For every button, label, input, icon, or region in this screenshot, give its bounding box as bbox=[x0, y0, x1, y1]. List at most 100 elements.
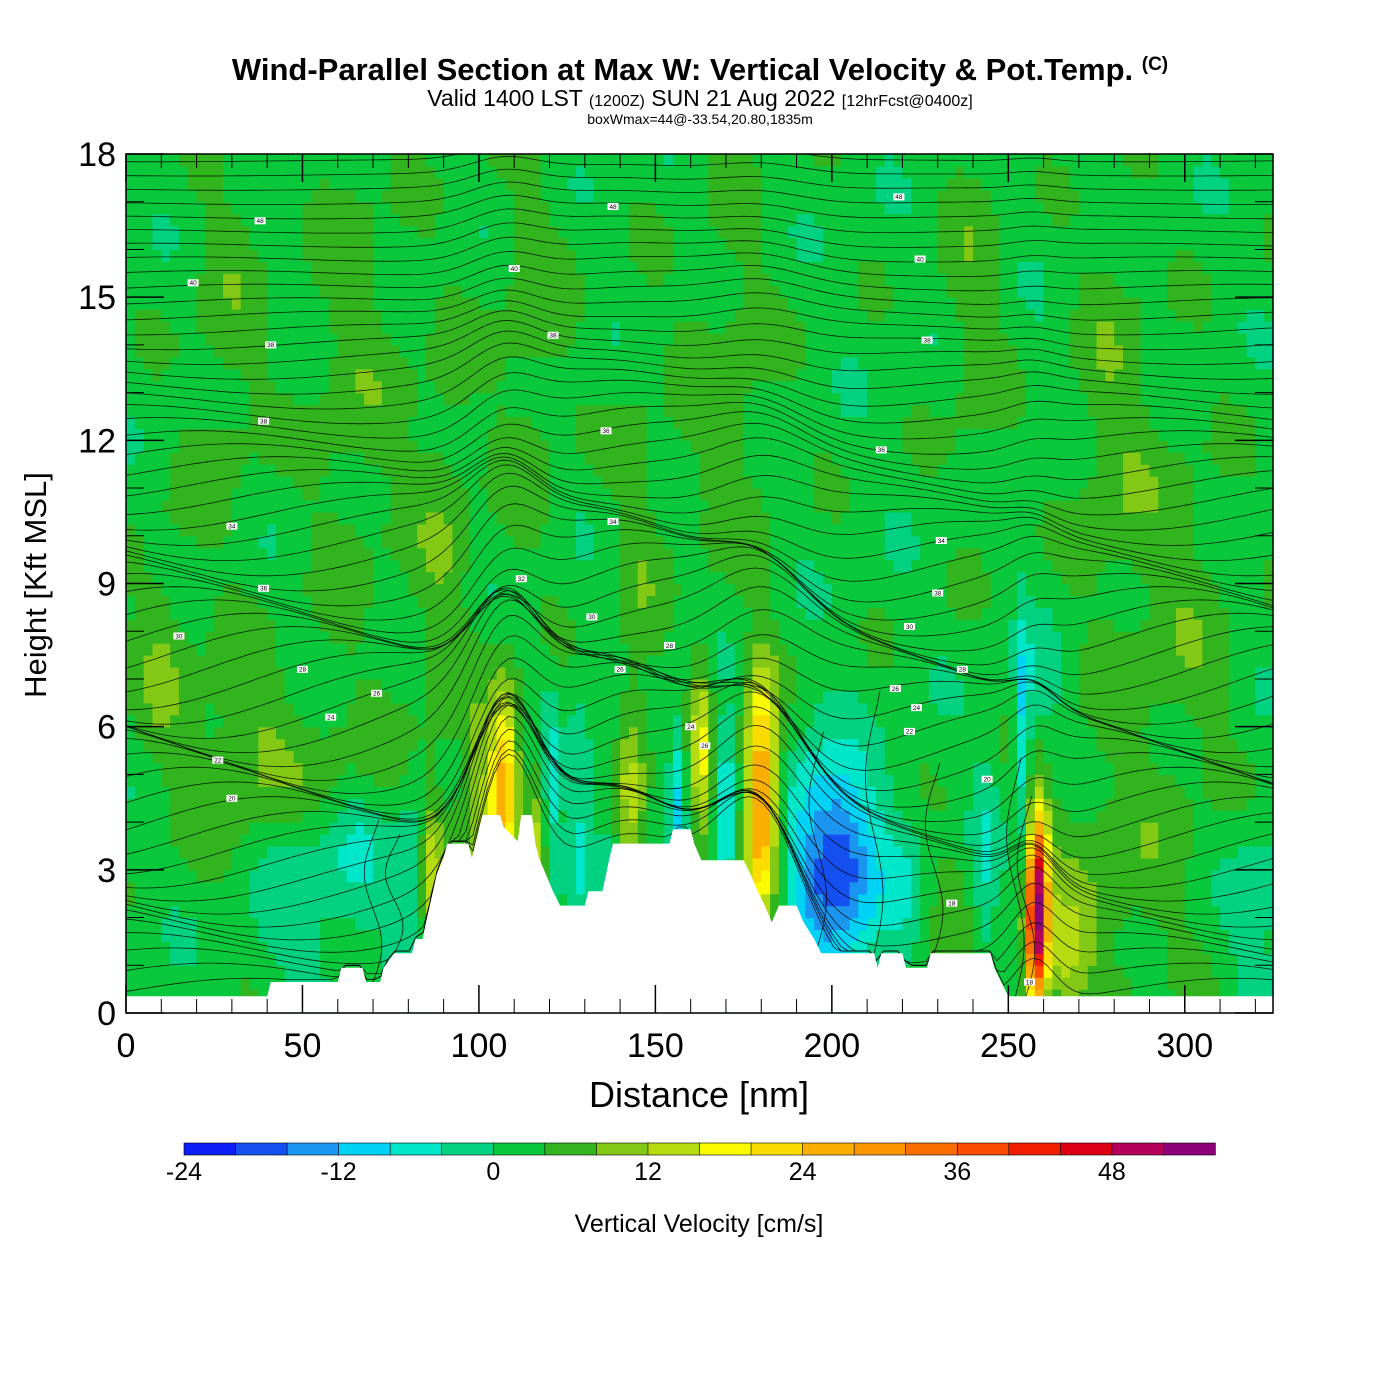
w-cell bbox=[611, 332, 621, 346]
w-cell bbox=[540, 261, 551, 274]
w-cell bbox=[505, 392, 515, 406]
w-cell bbox=[602, 595, 612, 608]
w-cell bbox=[293, 213, 304, 227]
w-cell bbox=[126, 774, 136, 787]
w-cell bbox=[267, 810, 277, 823]
w-cell bbox=[275, 213, 286, 227]
w-cell bbox=[161, 332, 171, 346]
w-cell bbox=[355, 428, 365, 441]
w-cell bbox=[364, 595, 374, 608]
w-cell bbox=[496, 464, 506, 477]
w-cell bbox=[611, 380, 621, 394]
w-cell bbox=[328, 225, 339, 239]
w-cell bbox=[302, 726, 312, 740]
w-cell bbox=[443, 356, 454, 370]
w-cell bbox=[337, 213, 348, 227]
w-cell bbox=[646, 547, 656, 561]
w-cell bbox=[187, 929, 198, 943]
w-cell bbox=[531, 356, 542, 370]
w-cell bbox=[364, 428, 374, 441]
w-cell bbox=[302, 309, 312, 322]
w-cell bbox=[311, 750, 321, 764]
w-cell bbox=[178, 726, 189, 740]
w-cell bbox=[231, 774, 242, 787]
w-cell bbox=[620, 285, 630, 298]
w-cell bbox=[170, 177, 180, 191]
w-cell bbox=[134, 571, 145, 585]
w-cell bbox=[364, 607, 374, 620]
w-cell bbox=[690, 774, 701, 787]
w-cell bbox=[249, 511, 259, 525]
w-cell bbox=[717, 834, 727, 847]
w-cell bbox=[223, 857, 233, 871]
w-cell bbox=[196, 189, 206, 203]
w-cell bbox=[628, 321, 639, 334]
w-cell bbox=[249, 547, 259, 561]
w-cell bbox=[275, 845, 286, 859]
w-cell bbox=[523, 488, 533, 501]
w-cell bbox=[452, 523, 462, 537]
w-cell bbox=[708, 321, 718, 334]
w-cell bbox=[390, 750, 401, 764]
w-cell bbox=[558, 392, 568, 406]
w-cell bbox=[558, 869, 568, 883]
w-cell bbox=[611, 428, 621, 441]
w-cell bbox=[664, 822, 674, 835]
w-cell bbox=[249, 822, 259, 835]
w-cell bbox=[417, 798, 427, 811]
w-cell bbox=[320, 810, 330, 823]
w-cell bbox=[575, 380, 586, 394]
w-cell bbox=[417, 428, 427, 441]
w-cell bbox=[514, 213, 524, 227]
w-cell bbox=[214, 285, 224, 298]
w-cell bbox=[258, 249, 268, 262]
w-cell bbox=[523, 798, 533, 811]
w-cell bbox=[558, 332, 568, 346]
w-cell bbox=[408, 822, 418, 835]
w-cell bbox=[628, 488, 639, 501]
w-cell bbox=[425, 535, 436, 549]
w-cell bbox=[646, 380, 656, 394]
w-cell bbox=[346, 631, 356, 644]
w-cell bbox=[328, 798, 339, 811]
w-cell bbox=[575, 702, 586, 716]
w-cell bbox=[170, 392, 180, 406]
w-cell bbox=[567, 702, 577, 716]
w-cell bbox=[602, 201, 612, 215]
w-cell bbox=[523, 237, 533, 251]
w-cell bbox=[293, 488, 304, 501]
w-cell bbox=[487, 249, 498, 262]
w-cell bbox=[523, 667, 533, 680]
w-cell bbox=[646, 762, 656, 775]
w-cell bbox=[143, 607, 154, 620]
w-cell bbox=[249, 583, 259, 597]
w-cell bbox=[205, 941, 215, 954]
w-cell bbox=[170, 297, 180, 310]
w-cell bbox=[126, 380, 136, 394]
w-cell bbox=[134, 667, 145, 680]
w-cell bbox=[514, 619, 524, 632]
w-cell bbox=[593, 273, 604, 286]
w-cell bbox=[337, 499, 348, 513]
w-cell bbox=[134, 834, 145, 847]
w-cell bbox=[523, 738, 533, 752]
w-cell bbox=[328, 667, 339, 680]
w-cell bbox=[258, 905, 268, 919]
w-cell bbox=[452, 702, 462, 716]
w-cell bbox=[311, 762, 321, 775]
w-cell bbox=[531, 297, 542, 310]
w-cell bbox=[170, 643, 180, 656]
w-cell bbox=[258, 368, 268, 382]
w-cell bbox=[275, 965, 286, 978]
w-cell bbox=[249, 344, 259, 358]
w-cell bbox=[434, 309, 445, 322]
w-cell bbox=[161, 440, 171, 453]
w-cell bbox=[655, 750, 665, 764]
w-cell bbox=[364, 822, 374, 835]
w-cell bbox=[620, 189, 630, 203]
w-cell bbox=[178, 547, 189, 561]
w-cell bbox=[275, 714, 286, 728]
w-cell bbox=[725, 523, 736, 537]
w-cell bbox=[178, 619, 189, 632]
w-cell bbox=[531, 750, 542, 764]
